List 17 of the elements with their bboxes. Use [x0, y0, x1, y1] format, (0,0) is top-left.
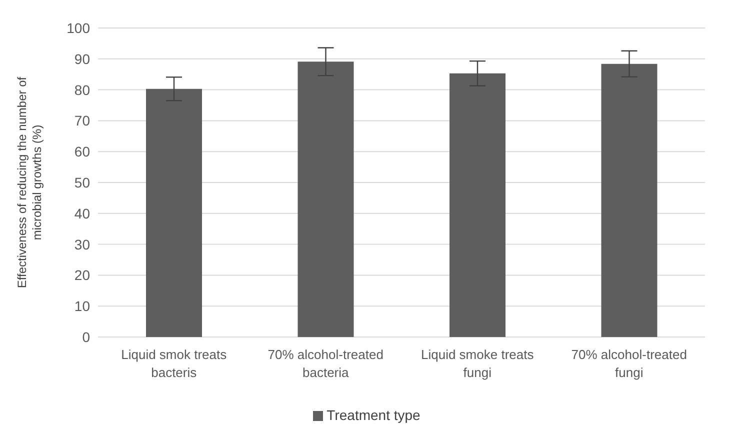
- y-tick-label: 30: [74, 236, 90, 252]
- x-tick-label: 70% alcohol-treated fungi: [571, 347, 687, 380]
- y-tick-label: 0: [82, 328, 90, 345]
- y-tick-label: 10: [74, 298, 90, 314]
- x-tick-label: Liquid smoke treats fungi: [421, 347, 534, 380]
- y-tick-label: 20: [74, 267, 90, 284]
- y-tick-label: 90: [74, 50, 90, 67]
- y-tick-label: 100: [66, 20, 90, 36]
- y-tick-label: 80: [74, 82, 90, 98]
- x-tick-label: 70% alcohol-treated bacteria: [268, 347, 384, 380]
- y-tick-label: 50: [74, 174, 90, 190]
- y-tick-label: 40: [74, 205, 90, 222]
- y-tick-label: 70: [74, 112, 90, 129]
- legend-label: Treatment type: [326, 407, 420, 423]
- y-axis-title: Effectiveness of reducing the number of microbial growths (%): [15, 76, 44, 288]
- y-tick-label: 60: [74, 144, 90, 160]
- x-tick-label: Liquid smok treats bacteris: [121, 347, 228, 380]
